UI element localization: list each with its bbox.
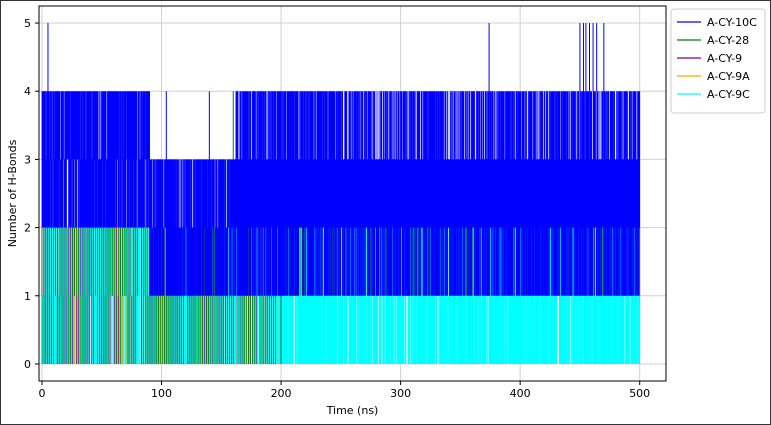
series-trace [235,91,641,296]
y-tick-label: 4 [24,85,31,98]
legend-label: A-CY-9C [707,88,750,101]
legend-label: A-CY-28 [707,34,749,47]
x-tick-label: 500 [629,387,650,400]
x-tick-label: 400 [510,387,531,400]
y-tick-label: 1 [24,290,31,303]
legend-label: A-CY-9A [707,70,750,83]
y-tick-label: 5 [24,17,31,30]
y-axis-ticks: 0 1 2 3 4 5 [24,17,39,371]
x-tick-label: 300 [390,387,411,400]
x-axis-label: Time (ns) [326,404,379,417]
legend: A-CY-10C A-CY-28 A-CY-9 A-CY-9A A-CY-9C [670,8,766,114]
plot-area [41,23,641,364]
y-tick-label: 2 [24,222,31,235]
legend-label: A-CY-10C [707,16,757,29]
axes-box [38,5,667,382]
series-a-cy-10c [41,23,641,296]
series-trace [149,159,236,296]
x-axis-ticks: 0 100 200 300 400 500 [38,381,650,400]
legend-label: A-CY-9 [707,52,742,65]
legend-box [670,8,766,114]
x-tick-label: 0 [38,387,45,400]
x-tick-label: 200 [271,387,292,400]
series-trace [41,91,49,228]
y-tick-label: 3 [24,153,31,166]
series-trace [47,91,150,228]
y-tick-label: 0 [24,358,31,371]
x-tick-label: 100 [151,387,172,400]
y-axis-label: Number of H-Bonds [6,139,19,247]
